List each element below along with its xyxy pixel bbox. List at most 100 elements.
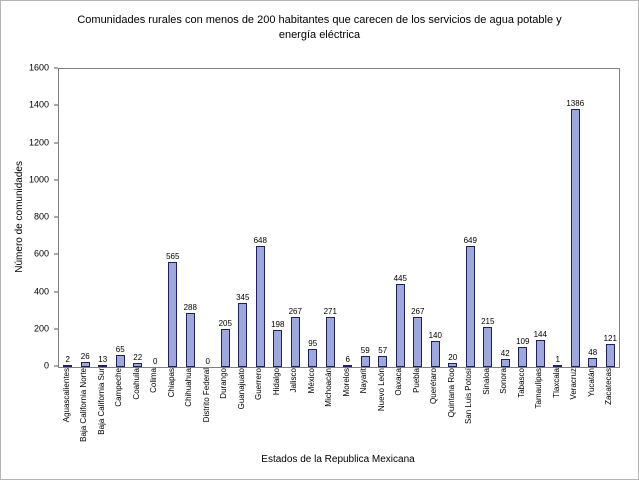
bar-column: 26 [77, 353, 95, 367]
bar [63, 365, 73, 367]
bar-value-label: 345 [236, 293, 250, 302]
bar [290, 317, 300, 367]
x-category-label: Chihuahua [184, 368, 194, 407]
bar [553, 365, 563, 367]
bar-column: 1386 [566, 99, 585, 367]
x-label-column: Michoacán [321, 368, 339, 407]
y-tick-label: 1400 [28, 99, 49, 110]
x-category-label: Oaxaca [394, 368, 404, 396]
bar-column: 1 [549, 356, 567, 367]
x-label-column: Coahuila [128, 368, 146, 400]
bar [185, 313, 195, 367]
bar-column: 140 [427, 332, 445, 367]
bar-value-label: 648 [253, 236, 267, 245]
x-label-column: Tabasco [513, 368, 531, 398]
bar-column: 6 [339, 356, 357, 367]
x-category-label: Quintana Roo [446, 368, 456, 418]
bar [430, 341, 440, 367]
bar-value-label: 267 [288, 307, 302, 316]
bar-value-label: 445 [393, 274, 407, 283]
plot-area: 2 26 13 65 22 0 565 288 0 205 345 648 198 267 95 271 6 59… [58, 68, 620, 368]
x-label-column: Chiapas [163, 368, 181, 397]
x-category-label: Michoacán [324, 368, 334, 407]
bar-column: 144 [532, 331, 550, 367]
bar [518, 347, 528, 367]
x-category-label: Yucatán [586, 368, 596, 397]
x-category-label: Coahuila [131, 368, 141, 400]
x-category-label: Puebla [411, 368, 421, 393]
bar [325, 317, 335, 367]
y-tick-mark [54, 67, 58, 69]
x-label-column: Zacatecas [601, 368, 619, 405]
y-tick-label: 1200 [28, 137, 49, 147]
bar-value-label: 22 [133, 353, 143, 362]
bar-value-label: 109 [516, 337, 530, 346]
x-label-column: Tlaxcala [548, 368, 566, 398]
x-label-column: Chihuahua [181, 368, 199, 407]
bar-value-label: 6 [345, 355, 350, 364]
bars-container: 2 26 13 65 22 0 565 288 0 205 345 648 198 267 95 271 6 59… [59, 69, 619, 367]
bar-column: 205 [217, 320, 235, 367]
y-tick-label: 400 [33, 286, 49, 296]
x-label-column: Veracruz [566, 368, 584, 400]
x-label-column: Puebla [408, 368, 426, 393]
bar-column: 42 [497, 350, 515, 367]
bar-value-label: 267 [411, 307, 425, 316]
bar-value-label: 57 [378, 346, 388, 355]
x-category-label: Colima [149, 368, 159, 393]
x-category-label: Campeche [114, 368, 124, 407]
x-label-column: Yucatán [583, 368, 601, 397]
bar-value-label: 565 [166, 252, 180, 261]
x-label-column: Oaxaca [391, 368, 409, 396]
x-label-column: Sinaloa [478, 368, 496, 395]
x-category-label: Baja California Sur [96, 368, 106, 435]
x-label-column: Jalisco [286, 368, 304, 392]
bar-value-label: 1 [555, 355, 560, 364]
x-label-column: México [303, 368, 321, 393]
bar-value-label: 288 [183, 303, 197, 312]
x-category-label: Sinaloa [481, 368, 491, 395]
bar-value-label: 0 [153, 357, 158, 366]
bar-value-label: 59 [360, 346, 370, 355]
x-label-column: Quintana Roo [443, 368, 461, 417]
bar [115, 355, 125, 367]
y-tick-label: 0 [43, 360, 49, 371]
bar-column: 345 [234, 294, 252, 367]
bar-value-label: 1386 [566, 99, 585, 108]
x-category-label: Querétaro [429, 368, 439, 405]
bar-value-label: 205 [218, 319, 232, 328]
x-label-column: Guerrero [251, 368, 269, 400]
chart-title: Comunidades rurales con menos de 200 hab… [77, 14, 562, 42]
x-category-label: Tamaulipas [534, 368, 544, 409]
bar-value-label: 13 [98, 355, 108, 364]
bar-value-label: 215 [481, 317, 495, 326]
y-tick-mark [54, 291, 58, 292]
bar [588, 358, 598, 367]
y-tick-label: 1000 [28, 174, 49, 185]
bar [360, 356, 370, 367]
x-label-column: Hidalgo [268, 368, 286, 395]
x-category-label: Chiapas [166, 368, 176, 398]
bar [500, 359, 510, 367]
x-category-label: México [306, 368, 316, 394]
bar-column: 13 [94, 356, 112, 367]
bar [378, 356, 388, 367]
bar [448, 363, 458, 367]
bar-value-label: 42 [500, 349, 510, 358]
y-tick-mark [54, 253, 58, 255]
bar-value-label: 271 [323, 307, 337, 316]
bar-value-label: 20 [448, 353, 458, 362]
bar-column: 59 [357, 347, 375, 367]
bar-column: 198 [269, 321, 287, 367]
x-category-label: Zacatecas [604, 368, 614, 405]
y-tick-label: 1600 [28, 62, 49, 73]
x-label-column: Guanajuato [233, 368, 251, 409]
x-label-column: Baja California Norte [76, 368, 94, 442]
x-category-label: Guerrero [254, 368, 264, 401]
x-label-column: Durango [216, 368, 234, 399]
bar-value-label: 144 [533, 330, 547, 339]
bar-column: 65 [112, 346, 130, 367]
bar-value-label: 95 [308, 339, 318, 348]
x-category-label: Aguascalientes [61, 368, 71, 423]
